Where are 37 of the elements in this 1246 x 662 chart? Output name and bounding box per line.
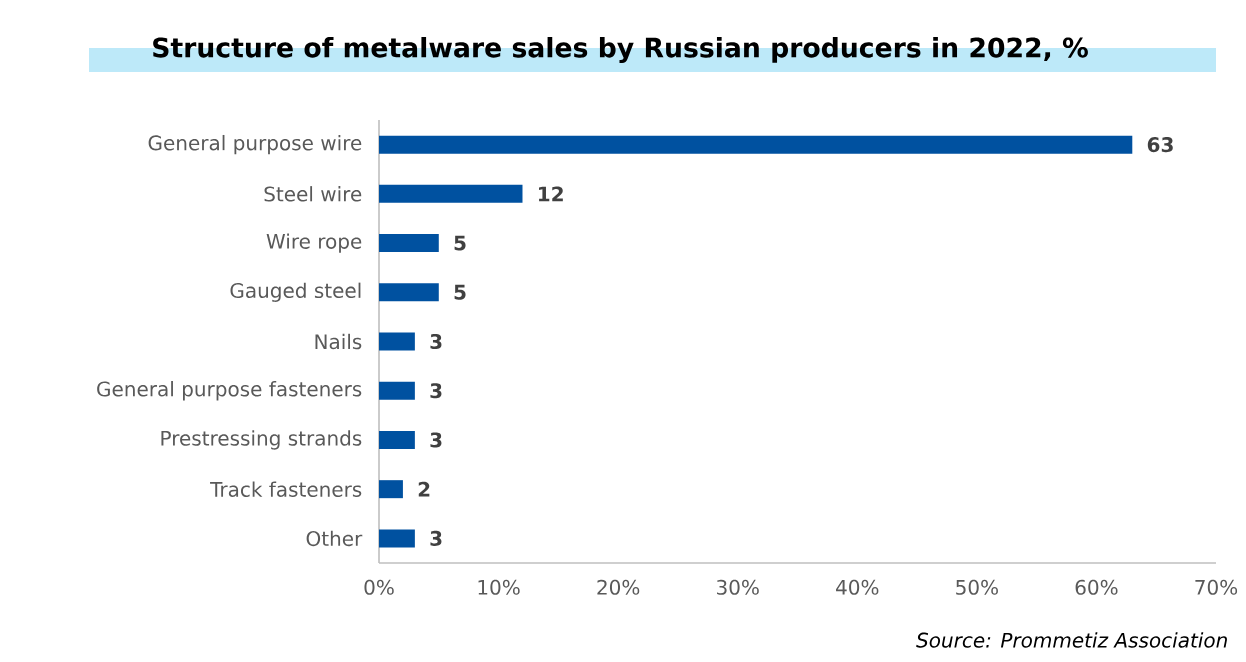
chart-title: Structure of metalware sales by Russian producers in 2022, %	[153, 36, 1088, 63]
y-tick-label: Track fasteners	[210, 481, 362, 497]
x-tick-label: 0%	[364, 579, 394, 595]
x-tick-label: 60%	[1075, 579, 1118, 595]
bar	[379, 381, 415, 400]
bar	[379, 480, 403, 499]
bar	[379, 135, 1133, 154]
y-tick-label: Gauged steel	[230, 282, 361, 302]
y-tick-label: Other	[306, 530, 363, 547]
bar	[379, 283, 439, 302]
x-tick-label: 40%	[836, 579, 879, 595]
x-tick-label: 70%	[1195, 579, 1238, 595]
x-tick-label: 10%	[478, 579, 520, 595]
y-tick-label: General purpose wire	[148, 134, 362, 155]
y-tick-label: Prestressing strands	[161, 430, 362, 450]
y-tick-label: Steel wire	[264, 186, 362, 202]
bar	[379, 184, 523, 203]
bar	[379, 529, 415, 548]
y-tick-label: Wire rope	[266, 233, 362, 253]
source-note: Source: Prommetiz Association	[916, 632, 1227, 648]
data-label: 3	[430, 333, 442, 350]
bar	[379, 332, 415, 351]
bar	[379, 234, 439, 253]
x-tick-label: 30%	[717, 579, 759, 595]
data-label: 3	[430, 383, 442, 399]
x-tick-label: 50%	[956, 579, 998, 595]
y-tick-label: General purpose fasteners	[97, 381, 362, 401]
data-label: 12	[539, 186, 563, 202]
data-label: 63	[1147, 137, 1173, 153]
bar	[379, 430, 415, 449]
data-label: 5	[454, 235, 466, 251]
x-tick-label: 20%	[597, 579, 640, 595]
data-label: 3	[430, 432, 442, 448]
data-label: 3	[430, 530, 442, 546]
data-label: 2	[418, 481, 430, 497]
data-label: 5	[454, 284, 466, 300]
y-tick-label: Nails	[315, 333, 362, 350]
